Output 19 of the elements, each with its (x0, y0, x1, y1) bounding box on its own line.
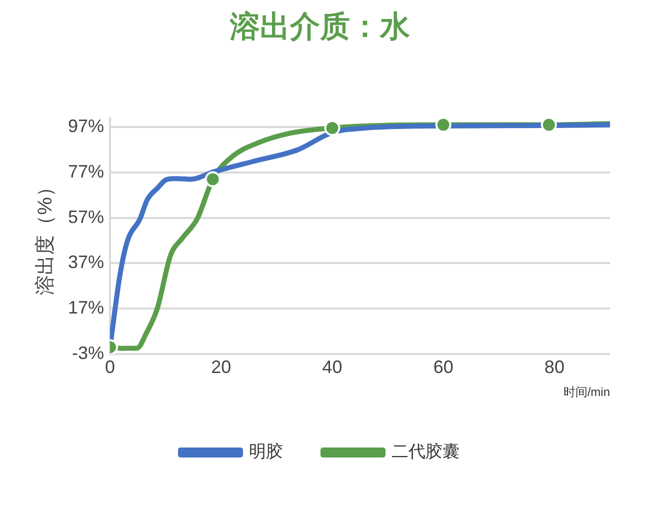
point (204, 171, 221, 188)
y-axis-title: 溶出度（%） (34, 177, 57, 295)
x-tick-label: 80 (544, 356, 564, 377)
point (540, 118, 557, 133)
x-tick-label: 20 (211, 356, 232, 377)
y-tick-label: 97% (68, 116, 104, 136)
x-tick-label: 40 (322, 356, 342, 377)
y-tick-label: 17% (68, 298, 104, 318)
legend-label: 明胶 (249, 442, 283, 462)
y-tick-label: 37% (68, 252, 104, 272)
x-tick-label: 60 (433, 356, 454, 377)
y-tick-label: 57% (68, 206, 104, 227)
y-tick-label: -3% (72, 342, 104, 363)
x-tick-label: 0 (105, 356, 116, 377)
x-axis-title: 时间/min (563, 385, 610, 400)
legend-label: 二代胶囊 (392, 442, 460, 462)
chart-title: 溶出介质：水 (229, 9, 411, 44)
y-tick-label: 77% (68, 161, 104, 182)
point (435, 118, 452, 133)
